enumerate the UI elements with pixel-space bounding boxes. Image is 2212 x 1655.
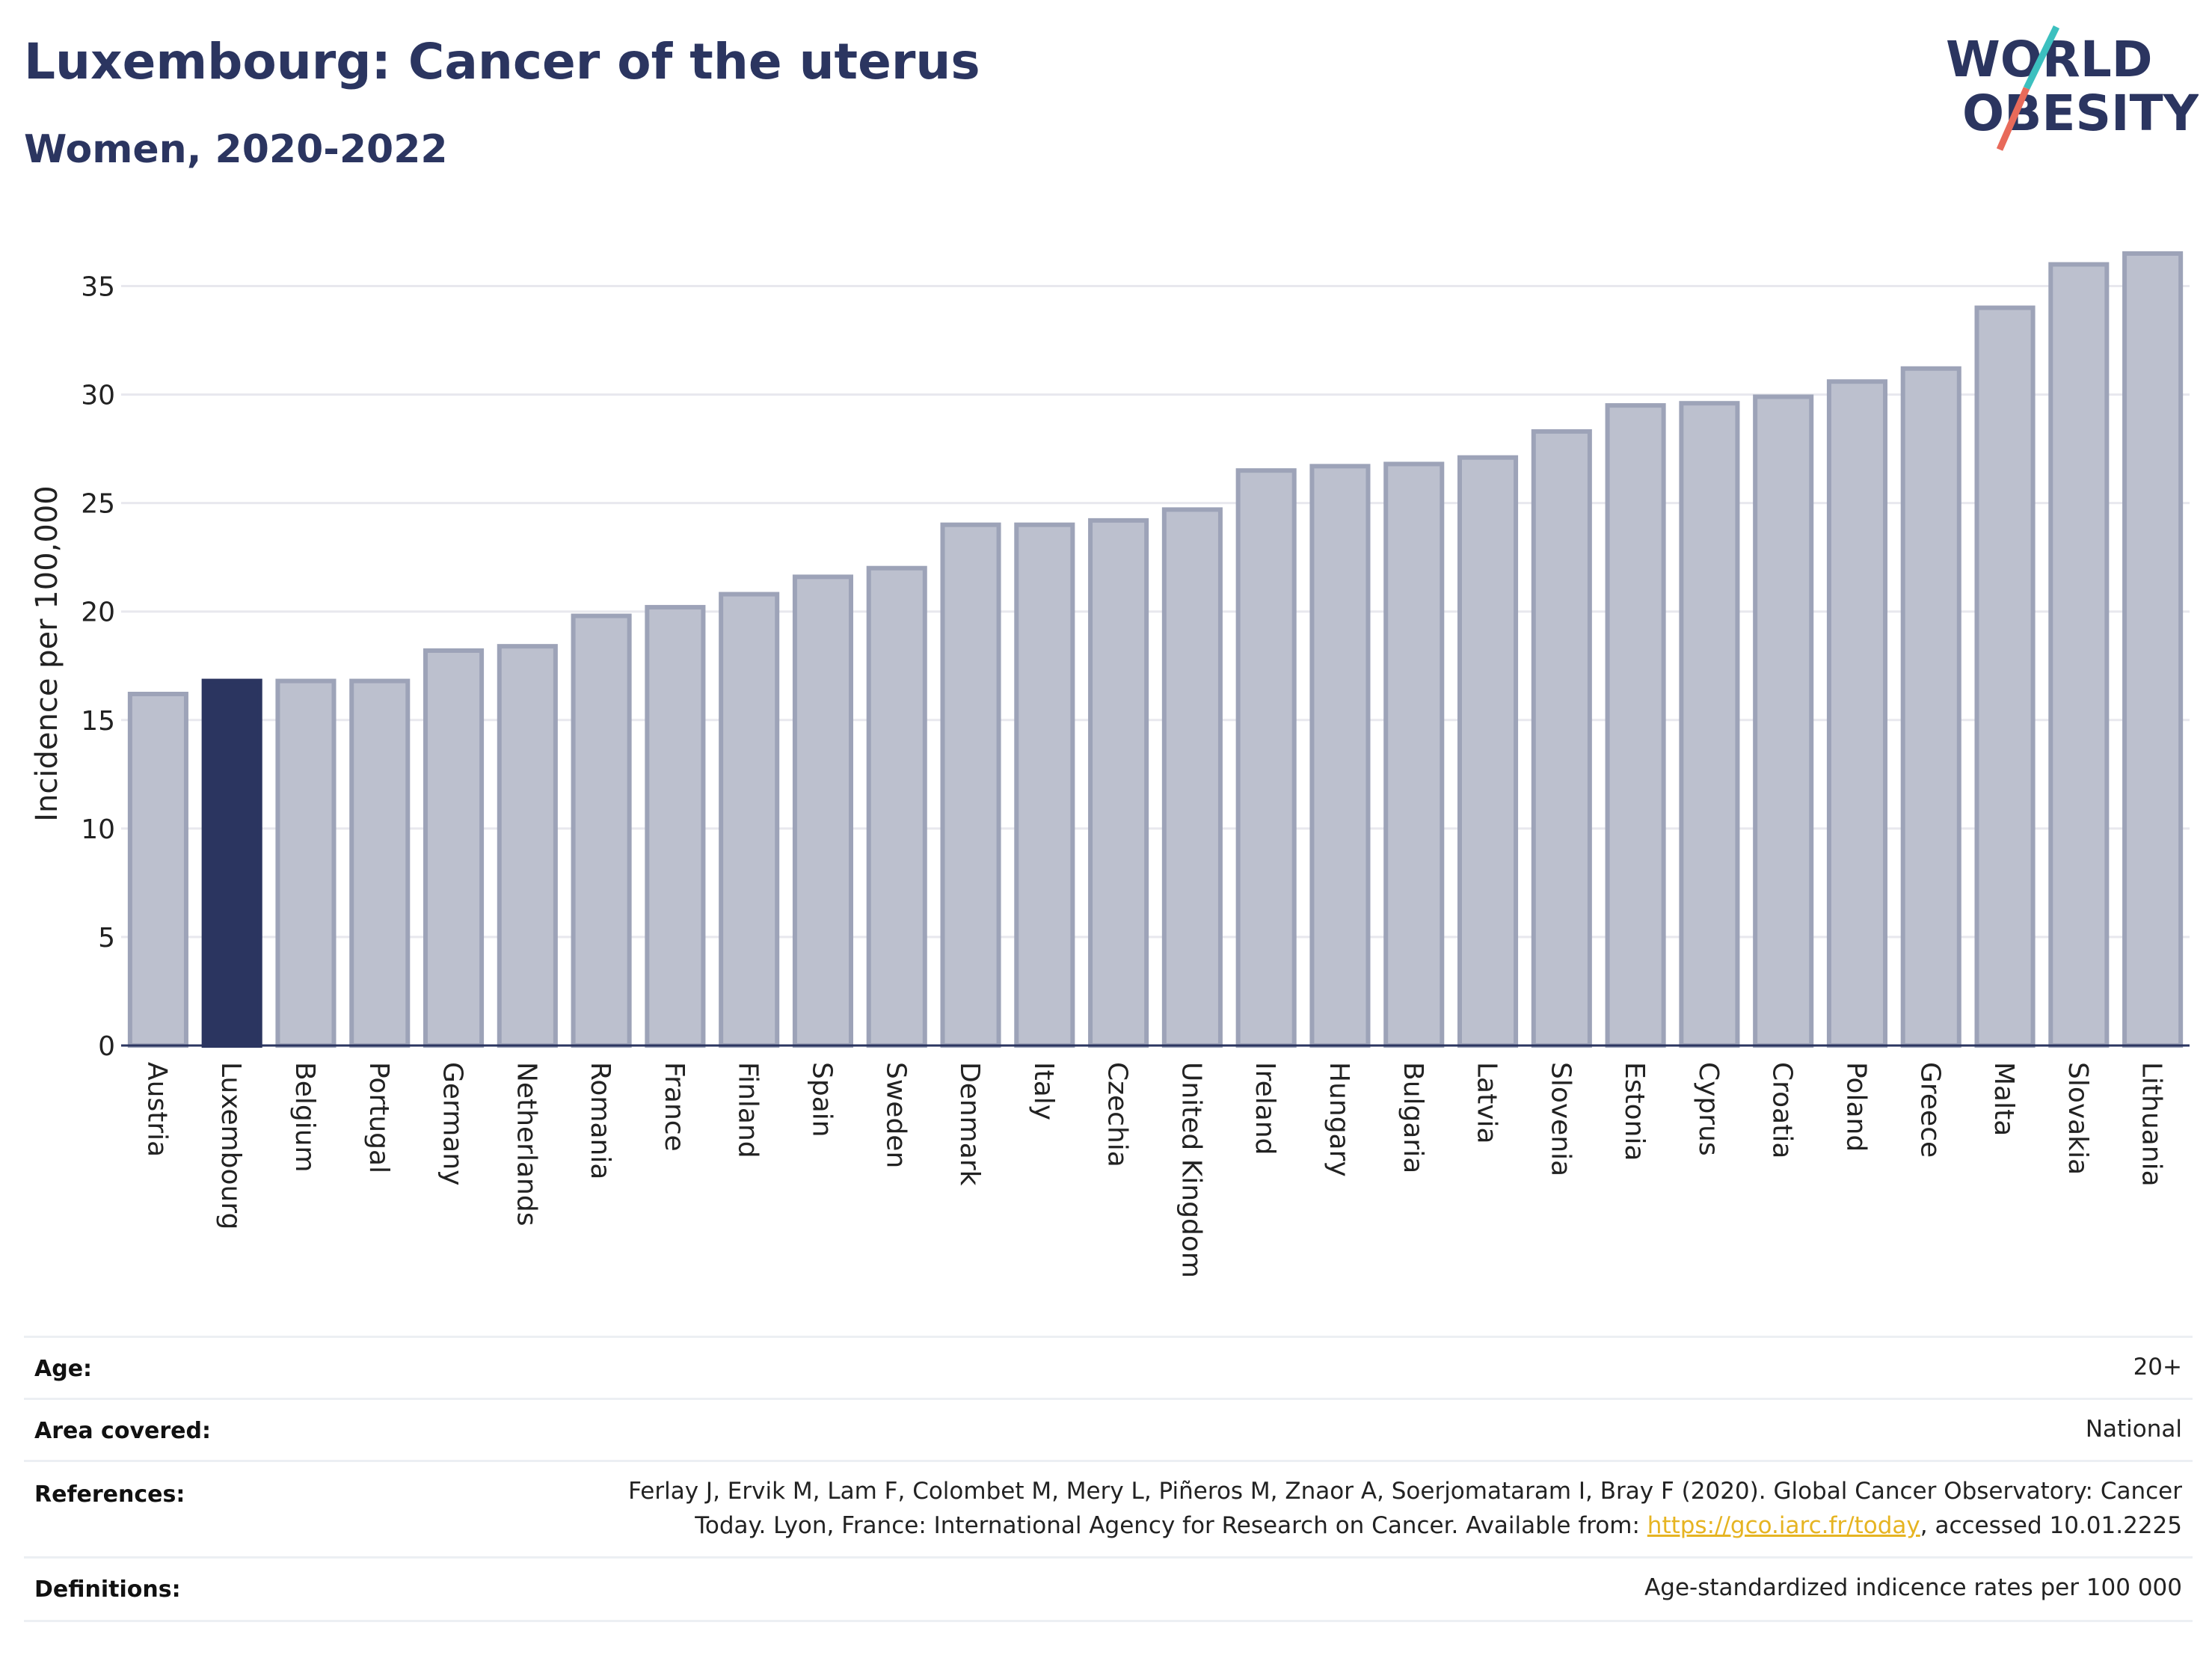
- references-line1: Ferlay J, Ervik M, Lam F, Colombet M, Me…: [628, 1478, 2182, 1505]
- x-tick-label: Italy: [1028, 1062, 1059, 1120]
- logo-line2: OBESITY: [1962, 85, 2199, 142]
- x-tick-label: Portugal: [363, 1062, 394, 1173]
- x-axis-labels: Austria Luxembourg Belgium Portugal Germany N…: [141, 1062, 2166, 1278]
- world-obesity-logo: WORLD OBESITY: [1946, 25, 2199, 151]
- x-tick-label: United Kingdom: [1176, 1062, 1206, 1278]
- x-tick-label: Greece: [1914, 1062, 1945, 1158]
- bar-chart: 0 5 10 15 20 25 30 35 Austria Luxembourg Belgium P…: [30, 251, 2190, 1278]
- references-line2-pre: Today. Lyon, France: International Agenc…: [695, 1512, 1647, 1539]
- bar-sweden: [866, 565, 927, 1048]
- x-tick-label: Lithuania: [2136, 1062, 2167, 1187]
- bar-finland: [719, 592, 780, 1048]
- bar-slovakia: [2048, 262, 2110, 1048]
- x-tick-label: Finland: [733, 1062, 764, 1158]
- x-tick-label: Germany: [437, 1062, 468, 1185]
- x-tick-label: Netherlands: [511, 1062, 541, 1226]
- bar-poland: [1826, 379, 1888, 1048]
- bar-austria: [127, 691, 188, 1048]
- info-definitions-value: Age-standardized indicence rates per 100…: [1644, 1574, 2182, 1601]
- y-tick-label: 20: [81, 598, 115, 628]
- y-tick-label: 30: [81, 381, 115, 411]
- bar-netherlands: [497, 644, 558, 1048]
- info-age-label: Age:: [34, 1356, 93, 1382]
- x-tick-label: Slovakia: [2062, 1062, 2093, 1175]
- x-tick-label: Spain: [806, 1062, 837, 1137]
- bar-croatia: [1753, 394, 1814, 1048]
- chart-title: Luxembourg: Cancer of the uterus: [24, 33, 980, 90]
- bar-latvia: [1457, 455, 1519, 1048]
- info-area-value: National: [2085, 1416, 2182, 1443]
- info-row-definitions: Definitions: Age-standardized indicence …: [24, 1556, 2193, 1622]
- bar-ireland: [1235, 468, 1297, 1048]
- info-row-references: References: Ferlay J, Ervik M, Lam F, Co…: [24, 1460, 2193, 1556]
- x-tick-label: Cyprus: [1693, 1062, 1724, 1156]
- chart-bars: [127, 251, 2184, 1048]
- info-row-area: Area covered: National: [24, 1398, 2193, 1460]
- y-tick-label: 5: [98, 923, 115, 954]
- bar-hungary: [1309, 464, 1371, 1048]
- info-row-age: Age: 20+: [24, 1336, 2193, 1398]
- logo-slash-teal: [2023, 25, 2060, 90]
- x-tick-label: Latvia: [1472, 1062, 1502, 1144]
- logo-slash-coral: [1996, 87, 2030, 151]
- x-tick-label: Belgium: [289, 1062, 320, 1173]
- x-tick-label: Ireland: [1250, 1062, 1280, 1155]
- bar-germany: [423, 648, 485, 1048]
- x-tick-label: Slovenia: [1545, 1062, 1576, 1176]
- x-tick-label: Hungary: [1324, 1062, 1354, 1177]
- bar-france: [645, 604, 706, 1048]
- references-line2: Today. Lyon, France: International Agenc…: [628, 1508, 2182, 1543]
- x-tick-label: Croatia: [1767, 1062, 1798, 1158]
- x-tick-label: Estonia: [1619, 1062, 1650, 1161]
- y-tick-label: 35: [81, 272, 115, 303]
- info-definitions-label: Definitions:: [34, 1576, 181, 1603]
- bar-romania: [571, 613, 632, 1048]
- x-tick-label: France: [659, 1062, 689, 1152]
- bar-cyprus: [1679, 401, 1740, 1048]
- bar-malta: [1974, 305, 2036, 1048]
- bar-czechia: [1088, 518, 1149, 1048]
- references-line2-post: , accessed 10.01.2225: [1920, 1512, 2182, 1539]
- y-tick-label: 25: [81, 489, 115, 520]
- info-age-value: 20+: [2133, 1354, 2182, 1381]
- bar-denmark: [940, 522, 1001, 1048]
- bar-spain: [792, 574, 854, 1048]
- info-table: Age: 20+ Area covered: National Referenc…: [24, 1336, 2193, 1622]
- bar-lithuania: [2122, 251, 2184, 1048]
- info-area-label: Area covered:: [34, 1418, 211, 1444]
- bar-slovenia: [1531, 429, 1592, 1048]
- bar-portugal: [349, 678, 411, 1048]
- y-axis-ticks: 0 5 10 15 20 25 30 35: [81, 272, 115, 1062]
- bar-luxembourg: [201, 678, 262, 1048]
- x-tick-label: Romania: [585, 1062, 615, 1179]
- bar-italy: [1014, 522, 1075, 1048]
- bar-belgium: [275, 678, 337, 1048]
- chart-subtitle: Women, 2020-2022: [24, 127, 448, 172]
- y-tick-label: 15: [81, 706, 115, 737]
- x-tick-label: Denmark: [954, 1062, 985, 1186]
- info-references-label: References:: [34, 1481, 185, 1508]
- x-tick-label: Austria: [141, 1062, 172, 1157]
- info-references-value: Ferlay J, Ervik M, Lam F, Colombet M, Me…: [628, 1474, 2182, 1543]
- bar-bulgaria: [1383, 461, 1445, 1048]
- x-tick-label: Luxembourg: [215, 1062, 246, 1229]
- x-tick-label: Malta: [1988, 1062, 2019, 1136]
- y-axis-label: Incidence per 100,000: [30, 485, 64, 822]
- y-tick-label: 0: [98, 1031, 115, 1062]
- x-tick-label: Poland: [1840, 1062, 1871, 1152]
- bar-united-kingdom: [1161, 507, 1223, 1048]
- y-tick-label: 10: [81, 814, 115, 845]
- references-link[interactable]: https://gco.iarc.fr/today: [1647, 1512, 1920, 1539]
- bar-estonia: [1605, 403, 1666, 1048]
- bar-greece: [1900, 366, 1961, 1048]
- x-tick-label: Czechia: [1102, 1062, 1133, 1167]
- x-tick-label: Sweden: [880, 1062, 911, 1168]
- x-tick-label: Bulgaria: [1398, 1062, 1428, 1173]
